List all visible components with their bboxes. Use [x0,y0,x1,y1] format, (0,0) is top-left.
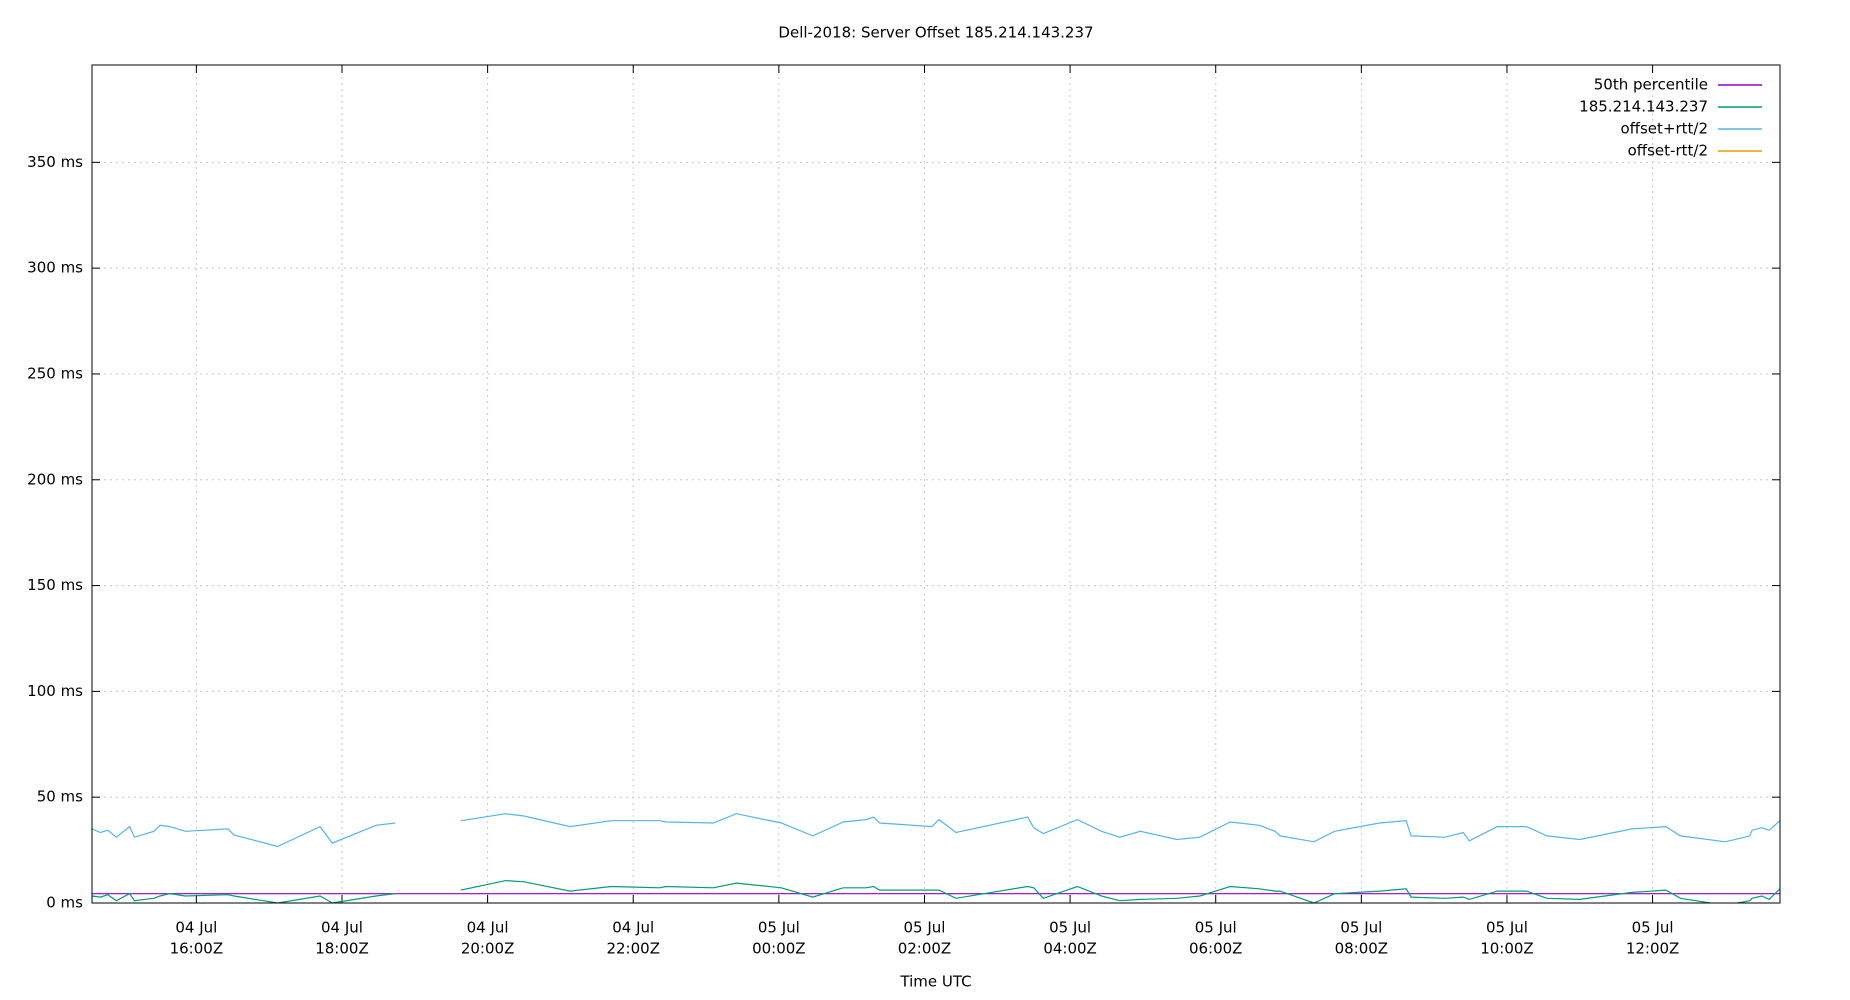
y-tick-label: 0 ms [46,894,83,912]
x-tick-label: 05 Jul [903,919,945,937]
series-line [92,813,1780,848]
grid [92,65,1780,904]
y-tick-label: 100 ms [27,682,83,700]
x-tick-label: 05 Jul [1049,919,1091,937]
y-tick-label: 350 ms [27,153,83,171]
x-tick-label: 22:00Z [606,940,660,958]
plot-area [92,813,1780,903]
x-tick-label: 05 Jul [1632,919,1674,937]
chart-title: Dell-2018: Server Offset 185.214.143.237 [778,24,1093,42]
x-tick-label: 05 Jul [1486,919,1528,937]
y-tick-label: 300 ms [27,259,83,277]
x-tick-label: 10:00Z [1480,940,1534,958]
x-tick-label: 04 Jul [467,919,509,937]
x-tick-label: 18:00Z [315,940,369,958]
x-tick-label: 20:00Z [461,940,515,958]
x-tick-label: 00:00Z [752,940,806,958]
legend: 50th percentile 185.214.143.237 offset+rtt… [1579,76,1762,160]
x-tick-label: 02:00Z [898,940,952,958]
x-tick-label: 04 Jul [321,919,363,937]
x-tick-label: 04 Jul [175,919,217,937]
x-axis-label: Time UTC [899,973,971,991]
plot-frame [91,64,1781,904]
y-tick-label: 150 ms [27,576,83,594]
x-tick-label: 05 Jul [758,919,800,937]
x-tick-label: 16:00Z [170,940,224,958]
series-line [92,879,1780,903]
y-tick-label: 50 ms [37,788,83,806]
x-tick-label: 06:00Z [1189,940,1243,958]
legend-label: 185.214.143.237 [1579,98,1708,116]
legend-label: offset+rtt/2 [1620,120,1708,138]
x-tick-label: 04 Jul [612,919,654,937]
legend-label: offset-rtt/2 [1628,142,1708,160]
x-tick-label: 05 Jul [1340,919,1382,937]
x-tick-label: 04:00Z [1043,940,1097,958]
y-tick-label: 200 ms [27,470,83,488]
x-tick-label: 08:00Z [1335,940,1389,958]
x-tick-label: 12:00Z [1626,940,1680,958]
y-tick-label: 250 ms [27,364,83,382]
x-tick-label: 05 Jul [1195,919,1237,937]
legend-label: 50th percentile [1594,76,1708,94]
